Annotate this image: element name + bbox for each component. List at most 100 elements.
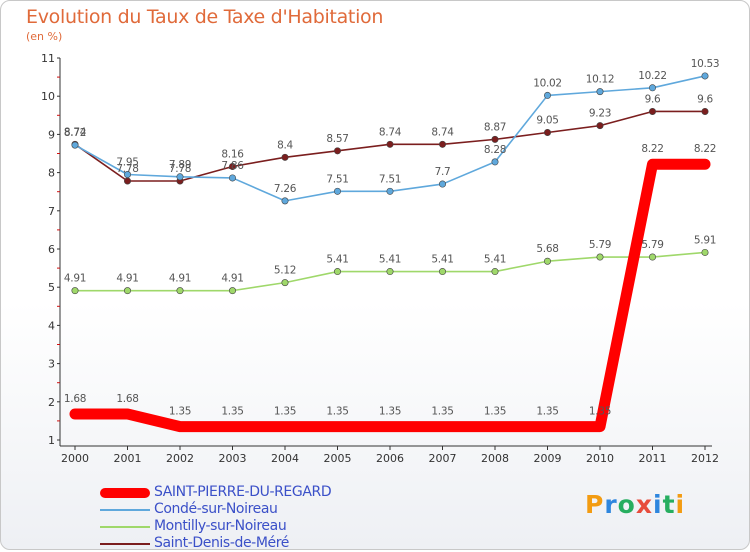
y-tick-label: 8 bbox=[48, 167, 55, 180]
x-tick-label: 2012 bbox=[691, 452, 719, 465]
data-label-montilly-sur-noireau: 5.91 bbox=[694, 234, 716, 246]
point-cond-sur-noireau bbox=[333, 187, 341, 195]
data-label-cond-sur-noireau: 8.28 bbox=[484, 144, 506, 156]
y-tick-label: 10 bbox=[41, 90, 55, 103]
point-montilly-sur-noireau bbox=[333, 268, 341, 276]
point-saint-denis-de-m-r- bbox=[229, 162, 237, 170]
point-saint-denis-de-m-r- bbox=[124, 177, 132, 185]
data-label-saint-pierre-du-regard: 1.35 bbox=[536, 406, 558, 418]
point-saint-denis-de-m-r- bbox=[543, 128, 551, 136]
chart-legend: SAINT-PIERRE-DU-REGARD Condé-sur-Noireau M… bbox=[100, 484, 420, 552]
data-label-saint-pierre-du-regard: 8.22 bbox=[641, 143, 663, 155]
point-saint-denis-de-m-r- bbox=[648, 107, 656, 115]
legend-label: Condé-sur-Noireau bbox=[154, 501, 278, 517]
data-label-montilly-sur-noireau: 5.41 bbox=[326, 254, 348, 266]
line-chart: 1 2 3 4 5 6 7 8 9 10 11 2000 2001 2002 2003 2004 2005 200… bbox=[41, 52, 720, 465]
data-label-montilly-sur-noireau: 4.91 bbox=[169, 273, 191, 285]
y-tick-label: 4 bbox=[48, 319, 55, 332]
data-label-montilly-sur-noireau: 5.79 bbox=[641, 239, 663, 251]
point-cond-sur-noireau bbox=[229, 174, 237, 182]
point-montilly-sur-noireau bbox=[438, 268, 446, 276]
point-cond-sur-noireau bbox=[71, 141, 79, 149]
logo-letter: o bbox=[617, 490, 636, 519]
logo-letter: r bbox=[604, 490, 618, 519]
point-cond-sur-noireau bbox=[701, 72, 709, 80]
point-montilly-sur-noireau bbox=[596, 253, 604, 261]
y-tick-label: 9 bbox=[48, 128, 55, 141]
data-label-cond-sur-noireau: 7.86 bbox=[221, 160, 244, 172]
data-label-cond-sur-noireau: 7.51 bbox=[379, 173, 401, 185]
point-saint-denis-de-m-r- bbox=[491, 135, 499, 143]
x-tick-label: 2001 bbox=[114, 452, 142, 465]
logo-letter: P bbox=[585, 490, 605, 519]
point-montilly-sur-noireau bbox=[176, 287, 184, 295]
point-cond-sur-noireau bbox=[648, 84, 656, 92]
x-tick-label: 2005 bbox=[324, 452, 352, 465]
point-saint-denis-de-m-r- bbox=[701, 107, 709, 115]
data-label-saint-denis-de-m-r-: 8.74 bbox=[64, 126, 87, 138]
logo-letter: i bbox=[653, 490, 663, 519]
data-label-saint-pierre-du-regard: 1.35 bbox=[431, 406, 453, 418]
data-label-cond-sur-noireau: 10.53 bbox=[691, 58, 720, 70]
data-label-cond-sur-noireau: 7.7 bbox=[435, 166, 451, 178]
data-label-montilly-sur-noireau: 4.91 bbox=[221, 273, 243, 285]
data-label-saint-denis-de-m-r-: 9.6 bbox=[697, 93, 713, 105]
data-label-saint-pierre-du-regard: 1.68 bbox=[116, 393, 138, 405]
logo-letter: x bbox=[635, 490, 653, 519]
data-label-saint-denis-de-m-r-: 8.16 bbox=[221, 148, 244, 160]
point-cond-sur-noireau bbox=[438, 180, 446, 188]
point-montilly-sur-noireau bbox=[648, 253, 656, 261]
data-label-cond-sur-noireau: 7.95 bbox=[116, 157, 138, 169]
legend-swatch bbox=[100, 526, 150, 528]
x-tick-label: 2009 bbox=[534, 452, 562, 465]
data-label-cond-sur-noireau: 10.02 bbox=[533, 77, 562, 89]
data-label-saint-pierre-du-regard: 1.35 bbox=[274, 406, 296, 418]
point-montilly-sur-noireau bbox=[71, 287, 79, 295]
point-cond-sur-noireau bbox=[124, 171, 132, 179]
data-label-saint-denis-de-m-r-: 8.74 bbox=[379, 126, 402, 138]
data-label-saint-pierre-du-regard: 1.35 bbox=[589, 406, 611, 418]
series-line-saint-pierre-du-regard bbox=[69, 158, 711, 433]
data-label-cond-sur-noireau: 7.26 bbox=[274, 183, 297, 195]
legend-item-montilly-sur-noireau: Montilly-sur-Noireau bbox=[100, 518, 420, 535]
data-label-saint-denis-de-m-r-: 8.57 bbox=[326, 133, 348, 145]
data-label-montilly-sur-noireau: 5.41 bbox=[431, 254, 453, 266]
point-saint-denis-de-m-r- bbox=[386, 140, 394, 148]
proxiti-logo: Proxiti bbox=[585, 490, 685, 519]
data-label-saint-denis-de-m-r-: 8.4 bbox=[277, 139, 293, 151]
data-label-cond-sur-noireau: 7.51 bbox=[326, 173, 348, 185]
point-saint-denis-de-m-r- bbox=[438, 140, 446, 148]
y-tick-label: 11 bbox=[41, 52, 55, 65]
legend-label: SAINT-PIERRE-DU-REGARD bbox=[154, 484, 332, 500]
point-montilly-sur-noireau bbox=[281, 279, 289, 287]
y-tick-label: 6 bbox=[48, 243, 55, 256]
data-label-montilly-sur-noireau: 5.68 bbox=[536, 243, 558, 255]
point-cond-sur-noireau bbox=[543, 91, 551, 99]
data-label-saint-denis-de-m-r-: 9.05 bbox=[536, 114, 558, 126]
x-tick-label: 2006 bbox=[376, 452, 404, 465]
point-montilly-sur-noireau bbox=[124, 287, 132, 295]
data-label-cond-sur-noireau: 8.72 bbox=[64, 127, 86, 139]
data-label-saint-pierre-du-regard: 1.35 bbox=[484, 406, 506, 418]
data-label-saint-denis-de-m-r-: 7.78 bbox=[116, 163, 138, 175]
point-cond-sur-noireau bbox=[386, 187, 394, 195]
data-label-saint-pierre-du-regard: 1.35 bbox=[326, 406, 348, 418]
point-cond-sur-noireau bbox=[176, 173, 184, 181]
data-label-saint-denis-de-m-r-: 8.74 bbox=[431, 126, 454, 138]
point-cond-sur-noireau bbox=[281, 197, 289, 205]
legend-item-saint-pierre-du-regard: SAINT-PIERRE-DU-REGARD bbox=[100, 484, 420, 501]
data-label-saint-pierre-du-regard: 8.22 bbox=[694, 143, 716, 155]
x-tick-label: 2010 bbox=[586, 452, 614, 465]
point-cond-sur-noireau bbox=[491, 158, 499, 166]
point-montilly-sur-noireau bbox=[386, 268, 394, 276]
legend-label: Montilly-sur-Noireau bbox=[154, 518, 287, 534]
data-label-saint-denis-de-m-r-: 9.6 bbox=[645, 93, 661, 105]
y-tick-label: 3 bbox=[48, 358, 55, 371]
data-label-montilly-sur-noireau: 4.91 bbox=[64, 273, 86, 285]
data-label-montilly-sur-noireau: 4.91 bbox=[116, 273, 138, 285]
chart-title: Evolution du Taux de Taxe d'Habitation bbox=[26, 6, 384, 28]
x-tick-label: 2003 bbox=[219, 452, 247, 465]
data-label-cond-sur-noireau: 10.12 bbox=[586, 74, 615, 86]
data-label-saint-denis-de-m-r-: 9.23 bbox=[589, 108, 611, 120]
legend-swatch bbox=[100, 509, 150, 511]
